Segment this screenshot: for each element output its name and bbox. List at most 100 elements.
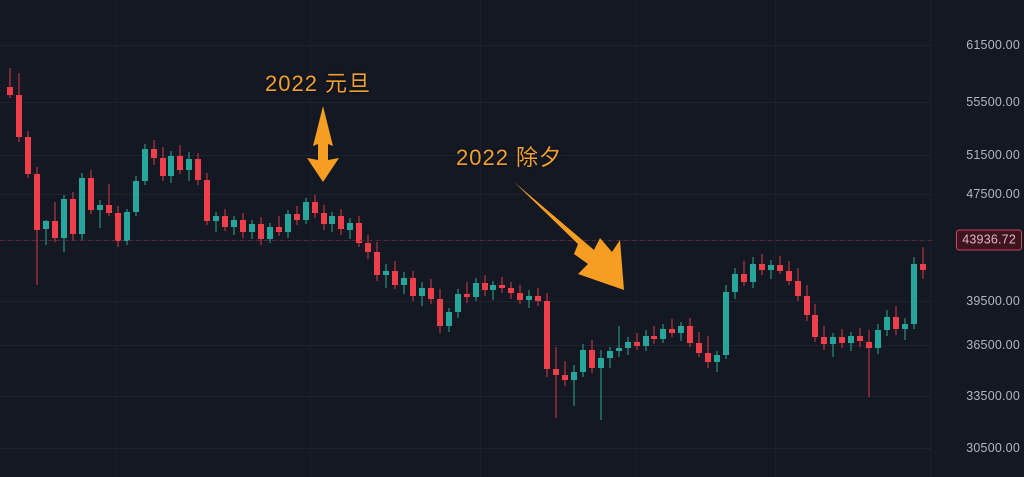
candle (499, 0, 506, 477)
candle (168, 0, 175, 477)
candle-body (821, 337, 828, 345)
candle-body (141, 149, 148, 182)
candle-body (248, 223, 255, 233)
candle-body (866, 341, 873, 349)
candle-body (562, 374, 569, 381)
candle-wick (779, 255, 781, 274)
candle-body (857, 335, 864, 342)
candle-body (642, 335, 649, 346)
candle-body (159, 157, 166, 176)
candle (150, 0, 157, 477)
candle (213, 0, 220, 477)
candle-wick (671, 319, 673, 338)
candle-body (669, 329, 676, 334)
candle-body (43, 221, 50, 230)
candle (43, 0, 50, 477)
candle (383, 0, 390, 477)
candle (409, 0, 416, 477)
candle-body (87, 178, 94, 211)
annotation-label-lunar-new-year-eve: 2022 除夕 (456, 145, 563, 170)
price-axis-label: 39500.00 (966, 294, 1020, 308)
candle (919, 0, 926, 477)
candle-body (597, 358, 604, 368)
candle-body (723, 291, 730, 356)
candle (472, 0, 479, 477)
candle (687, 0, 694, 477)
candle-body (311, 201, 318, 213)
price-axis-label: 61500.00 (966, 38, 1020, 52)
down-arrow-icon (307, 106, 339, 182)
candle-body (892, 316, 899, 330)
candle (418, 0, 425, 477)
candle-body (222, 215, 229, 227)
candle (25, 0, 32, 477)
candle (624, 0, 631, 477)
candle (875, 0, 882, 477)
candle-body (240, 219, 247, 233)
candle (848, 0, 855, 477)
vertical-gridline (635, 0, 636, 477)
candle-body (803, 295, 810, 316)
candle-body (284, 214, 291, 233)
candle (463, 0, 470, 477)
candle-body (347, 222, 354, 230)
candle (159, 0, 166, 477)
candle (866, 0, 873, 477)
candle (257, 0, 264, 477)
candle (696, 0, 703, 477)
candle-body (320, 212, 327, 224)
candle-wick (600, 349, 602, 421)
candle (445, 0, 452, 477)
candle (231, 0, 238, 477)
candle-body (544, 301, 551, 370)
candle-body (633, 341, 640, 346)
candle-wick (99, 200, 101, 229)
candle (821, 0, 828, 477)
candle-wick (278, 215, 280, 237)
candle (374, 0, 381, 477)
candle-body (767, 265, 774, 270)
horizontal-gridline (0, 155, 932, 156)
horizontal-gridline (0, 301, 932, 302)
candle-body (302, 201, 309, 220)
candle (597, 0, 604, 477)
candle-body (177, 156, 184, 171)
candle-body (606, 351, 613, 359)
candle-body (919, 264, 926, 271)
candle (248, 0, 255, 477)
candle (7, 0, 14, 477)
current-price-line (0, 240, 932, 241)
horizontal-gridline (0, 345, 932, 346)
price-axis-label: 30500.00 (966, 441, 1020, 455)
candle (660, 0, 667, 477)
candle (714, 0, 721, 477)
candle-body (740, 273, 747, 283)
candle-body (535, 295, 542, 302)
candle (615, 0, 622, 477)
candle (785, 0, 792, 477)
candle (749, 0, 756, 477)
candle-body (794, 280, 801, 296)
candle-body (884, 316, 891, 331)
horizontal-gridline (0, 102, 932, 103)
candle (553, 0, 560, 477)
horizontal-gridline (0, 194, 932, 195)
plot-area[interactable]: 2022 元旦 2022 除夕 (0, 0, 932, 477)
candle (794, 0, 801, 477)
current-price-badge[interactable]: 43936.72 (956, 229, 1022, 251)
candle-body (463, 294, 470, 298)
candle (320, 0, 327, 477)
price-axis[interactable]: 61500.00 55500.00 51500.00 47500.00 39500.00… (932, 0, 1024, 477)
candle-body (910, 264, 917, 324)
candle (490, 0, 497, 477)
candle-body (293, 214, 300, 220)
candle (642, 0, 649, 477)
candle-body (651, 335, 658, 339)
candle-body (132, 181, 139, 212)
candle (427, 0, 434, 477)
horizontal-gridline (0, 45, 932, 46)
candle-wick (466, 282, 468, 303)
candle-wick (653, 326, 655, 345)
vertical-gridline (310, 0, 311, 477)
